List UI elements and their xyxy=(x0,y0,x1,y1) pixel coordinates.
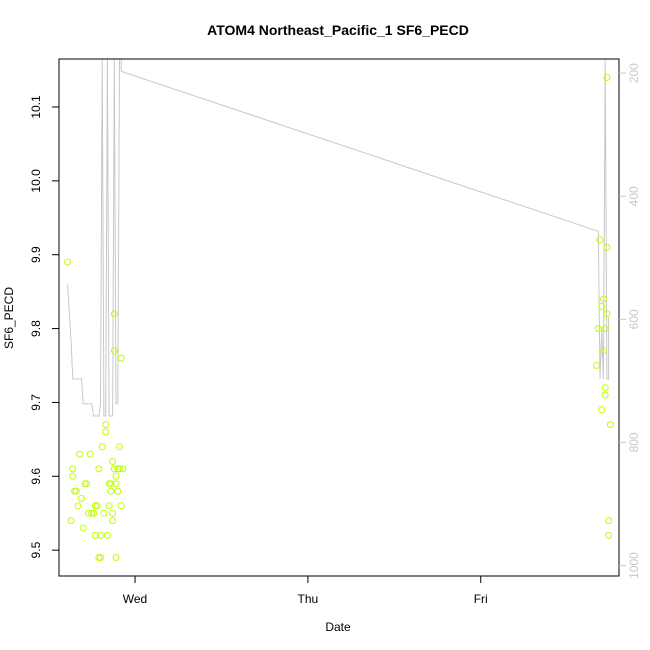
data-point-62 xyxy=(605,531,613,539)
data-point-34 xyxy=(109,458,117,465)
x-tick-label-2: Fri xyxy=(474,592,488,606)
data-point-60 xyxy=(603,310,611,318)
data-point-23 xyxy=(98,443,106,451)
data-point-33 xyxy=(109,509,117,517)
data-point-21 xyxy=(97,554,104,561)
data-point-42 xyxy=(114,487,122,495)
plot-layer: 9.5 9.6 9.7 9.8 9.9 10.0 10.1 200 400 600 800 1000 W… xyxy=(29,58,641,606)
data-point-12 xyxy=(84,509,92,517)
data-point-63 xyxy=(606,421,614,429)
data-point-58 xyxy=(603,243,611,251)
data-point-24 xyxy=(100,509,108,517)
y-tick-label-5: 10.0 xyxy=(29,169,43,193)
data-point-56 xyxy=(601,384,609,392)
y2-tick-label-0: 200 xyxy=(627,63,641,83)
y-axis-label: SF6_PECD xyxy=(2,287,16,349)
series-line-depth xyxy=(67,59,610,417)
data-point-36 xyxy=(110,347,118,355)
data-point-49 xyxy=(594,325,602,333)
data-point-2 xyxy=(69,465,77,473)
y-tick-label-2: 9.7 xyxy=(29,394,43,411)
data-point-46 xyxy=(117,502,125,510)
chart-title: ATOM4 Northeast_Pacific_1 SF6_PECD xyxy=(207,22,469,38)
data-point-1 xyxy=(67,517,75,525)
data-point-39 xyxy=(112,480,120,488)
data-point-38 xyxy=(112,554,120,561)
data-point-47 xyxy=(119,465,127,473)
data-point-31 xyxy=(107,480,115,488)
data-point-37 xyxy=(110,465,118,473)
data-point-8 xyxy=(78,494,85,502)
y-tick-label-1: 9.6 xyxy=(29,468,43,485)
y-tick-label-6: 10.1 xyxy=(29,95,43,119)
data-point-55 xyxy=(601,325,609,333)
y2-tick-label-1: 400 xyxy=(627,186,641,206)
data-point-25 xyxy=(102,421,110,429)
data-point-35 xyxy=(110,310,118,318)
x-tick-label-0: Wed xyxy=(123,592,147,606)
data-point-6 xyxy=(74,502,82,510)
data-point-32 xyxy=(109,517,117,525)
x-tick-label-1: Thu xyxy=(298,592,319,606)
y-tick-label-4: 9.9 xyxy=(29,246,43,263)
data-point-45 xyxy=(117,354,125,362)
y2-tick-label-4: 1000 xyxy=(627,552,641,579)
data-point-29 xyxy=(105,502,113,510)
plot-frame xyxy=(58,58,620,577)
data-point-9 xyxy=(79,524,87,532)
data-point-17 xyxy=(91,531,99,539)
data-point-15 xyxy=(90,509,98,517)
data-point-50 xyxy=(596,236,604,244)
data-point-27 xyxy=(103,531,111,539)
data-point-3 xyxy=(69,472,77,480)
data-point-59 xyxy=(603,74,611,81)
data-point-40 xyxy=(112,472,120,480)
data-point-26 xyxy=(102,428,110,436)
data-point-43 xyxy=(116,443,123,451)
data-point-7 xyxy=(76,450,84,458)
data-point-57 xyxy=(601,391,609,399)
y2-tick-label-2: 600 xyxy=(627,309,641,329)
data-point-22 xyxy=(97,531,104,539)
data-point-0 xyxy=(64,258,72,266)
data-point-19 xyxy=(95,465,103,473)
data-point-53 xyxy=(599,295,607,303)
data-point-5 xyxy=(72,487,80,495)
y2-tick-label-3: 800 xyxy=(627,432,641,452)
data-point-52 xyxy=(598,302,606,310)
data-point-30 xyxy=(107,487,115,495)
data-point-48 xyxy=(593,362,600,369)
data-point-61 xyxy=(605,517,613,525)
x-axis-label: Date xyxy=(325,620,351,634)
data-point-11 xyxy=(83,480,91,488)
data-point-44 xyxy=(116,465,123,473)
data-point-54 xyxy=(599,347,607,355)
data-point-51 xyxy=(598,406,606,414)
y-tick-label-3: 9.8 xyxy=(29,320,43,337)
y-tick-label-0: 9.5 xyxy=(29,541,43,558)
data-point-13 xyxy=(86,450,94,458)
data-point-18 xyxy=(93,502,101,510)
